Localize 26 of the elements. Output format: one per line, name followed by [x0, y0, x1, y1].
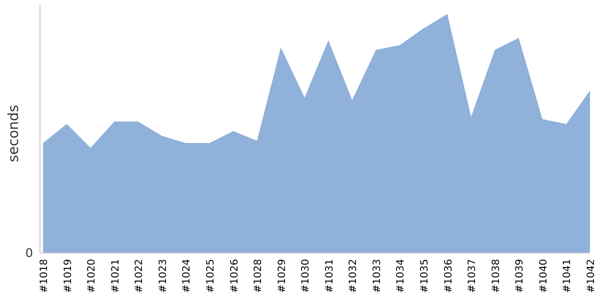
x-tick-label: #1034 — [396, 259, 407, 293]
x-tick-label: #1024 — [182, 259, 193, 293]
text: 0 — [25, 246, 33, 260]
x-tick-label: #1029 — [276, 259, 288, 293]
x-tick-label: #1018 — [39, 259, 50, 293]
x-tick-label: #1025 — [205, 259, 216, 293]
x-tick-label: #1032 — [348, 259, 360, 293]
x-tick-label: #1039 — [514, 259, 526, 293]
x-tick-label: #1020 — [86, 259, 98, 293]
x-tick-label: #1022 — [134, 259, 146, 293]
x-tick-label: #1021 — [110, 259, 122, 293]
x-tick-label: #1028 — [253, 259, 264, 293]
y-axis-title: seconds — [6, 104, 22, 162]
x-tick-label: #1023 — [158, 259, 169, 293]
x-tick-label: #1033 — [372, 259, 383, 293]
x-tick-label: #1042 — [586, 259, 597, 293]
x-tick-label: #1038 — [490, 259, 502, 293]
x-tick-label: #1031 — [324, 259, 336, 293]
x-tick-label: #1019 — [62, 259, 74, 293]
x-tick-label: #1040 — [538, 259, 550, 293]
x-tick-label: #1037 — [467, 259, 478, 293]
x-tick-label: #1035 — [420, 259, 431, 293]
x-tick-label: #1036 — [443, 259, 454, 293]
x-tick-label: #1030 — [300, 259, 312, 293]
x-tick-label: #1026 — [229, 259, 240, 293]
x-tick-label: #1041 — [562, 259, 574, 293]
